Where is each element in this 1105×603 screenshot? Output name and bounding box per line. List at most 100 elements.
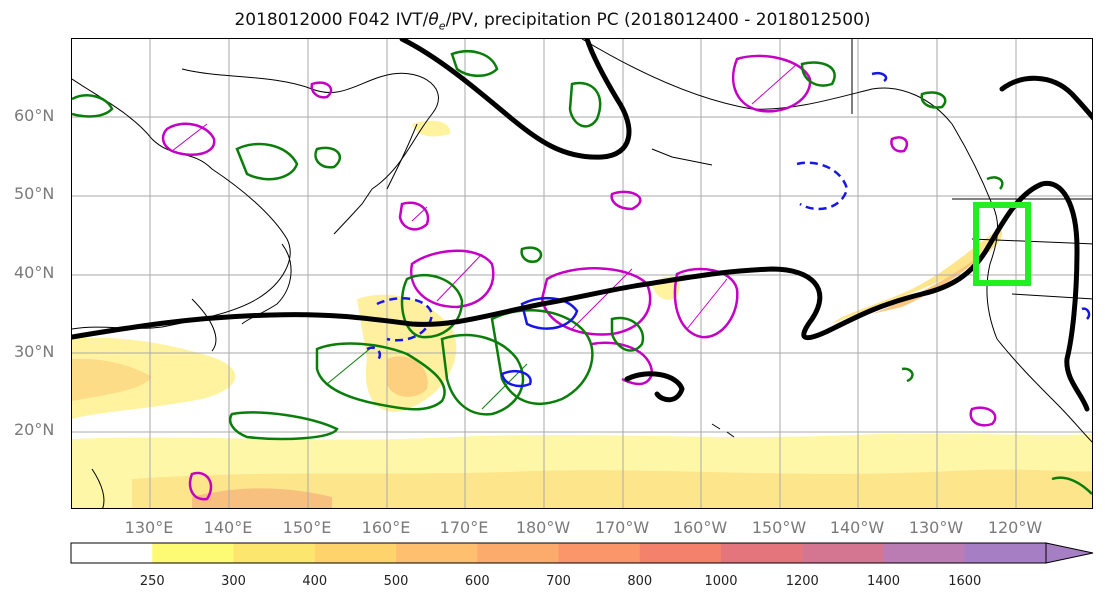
colorbar-tick-label: 700	[546, 574, 571, 589]
ivt-band-south-peak	[192, 488, 332, 508]
pv-blob-5	[673, 267, 739, 339]
coast-kamchatka	[386, 123, 418, 190]
pv-blob-2	[731, 54, 812, 113]
colorbar-segment	[152, 543, 234, 563]
coast-aleutians	[651, 148, 713, 166]
title-sub: e	[438, 19, 446, 33]
lon-label: 160°E	[361, 518, 411, 537]
colorbar-tick-label: 500	[383, 574, 409, 589]
colorbar-tick-label: 300	[221, 574, 246, 589]
target-region-box	[973, 202, 1031, 286]
colorbar-segment	[802, 543, 884, 563]
lon-label: 140°E	[203, 518, 253, 537]
pv-blob-4	[540, 267, 652, 336]
pv-blob-1	[161, 122, 216, 156]
coastlines	[72, 39, 1092, 508]
title-theta: θ	[428, 10, 439, 30]
precip-neg-4	[796, 161, 849, 211]
lon-label: 150°W	[751, 518, 807, 537]
coast-kuril	[333, 188, 373, 235]
lon-label: 140°W	[829, 518, 885, 537]
coast-mexico	[996, 338, 1092, 443]
lat-label: 40°N	[14, 263, 55, 282]
precip-pos-8	[235, 142, 299, 181]
precip-neg-5	[366, 346, 382, 362]
ivt-small-1	[412, 120, 451, 137]
map-canvas	[72, 39, 1092, 508]
precip-pos-5	[610, 316, 645, 352]
precip-neg-1	[520, 296, 579, 330]
precip-pos-9	[800, 61, 836, 87]
colorbar-segment	[233, 543, 316, 563]
precip-neg-3	[376, 297, 434, 342]
lon-label: 170°W	[594, 518, 650, 537]
ivt-band-south-core	[132, 469, 1092, 508]
precip-pos-11	[568, 81, 602, 128]
pv-hatching	[171, 63, 798, 330]
theta-e-north	[399, 39, 632, 160]
colorbar-segment	[477, 543, 559, 563]
colorbar-segment	[71, 543, 153, 563]
pv-blob-10	[969, 406, 997, 427]
theta-e-loop	[624, 371, 685, 403]
lon-label: 160°W	[672, 518, 728, 537]
title-suffix: /PV, precipitation PC (2018012400 - 2018…	[445, 10, 871, 30]
pv-blob-12	[890, 136, 909, 153]
colorbar-segment	[396, 543, 478, 563]
ivt-ar-plume	[832, 229, 1003, 324]
pv-blob-11	[188, 471, 213, 501]
precip-pos-3	[490, 309, 594, 405]
precip-pos-10	[72, 94, 114, 118]
coast-korea	[191, 298, 217, 352]
graticule	[72, 39, 1092, 508]
precip-pos-16	[986, 176, 1004, 190]
colorbar-segment	[639, 543, 722, 563]
coast-siberia	[181, 68, 439, 190]
precip-negative-contours	[366, 72, 1091, 388]
precip-pos-2	[440, 333, 525, 416]
coast-japan	[241, 243, 292, 325]
pv-contours	[161, 54, 997, 501]
colorbar-tick-label: 1400	[866, 574, 901, 589]
figure-title: 2018012000 F042 IVT/θe/PV, precipitation…	[0, 10, 1105, 32]
precip-neg-2	[500, 369, 532, 388]
precip-pos-14	[520, 246, 543, 263]
coast-asia	[72, 78, 291, 330]
colorbar-segment	[883, 543, 966, 563]
lon-label: 180°W	[515, 518, 571, 537]
precip-pos-13	[1051, 476, 1092, 495]
colorbar-extend-arrow	[1045, 542, 1094, 564]
lon-label: 130°W	[908, 518, 964, 537]
precip-pos-17	[901, 367, 914, 383]
colorbar-tick-label: 1000	[704, 574, 738, 589]
colorbar-segment	[964, 543, 1047, 563]
theta-e-ne	[999, 75, 1092, 121]
precip-pos-12	[314, 146, 341, 169]
theta-e-contours	[72, 39, 1092, 412]
ivt-west-blob	[72, 337, 236, 419]
theta-e-main	[72, 180, 1090, 412]
map-panel	[71, 38, 1093, 509]
precip-pos-6	[228, 411, 339, 441]
colorbar-tick-label: 800	[627, 574, 653, 589]
lon-label: 150°E	[282, 518, 332, 537]
precip-neg-7	[1081, 307, 1091, 320]
colorbar-segment	[558, 543, 641, 563]
colorbar-tick-label: 600	[464, 574, 490, 589]
colorbar-segment	[314, 543, 397, 563]
title-prefix: 2018012000 F042 IVT/	[234, 10, 429, 30]
lon-label: 170°E	[439, 518, 489, 537]
pv-blob-8	[310, 81, 333, 99]
precip-neg-6	[871, 72, 888, 83]
precip-positive-contours	[72, 50, 1092, 495]
precip-pos-1	[315, 342, 446, 411]
ivt-west-core	[72, 358, 152, 401]
colorbar-tick-label: 1600	[948, 574, 982, 589]
colorbar-segment	[721, 543, 803, 563]
lat-label: 20°N	[14, 420, 55, 439]
pv-blob-6	[398, 201, 430, 231]
lon-label: 120°W	[987, 518, 1043, 537]
precip-pos-7	[450, 50, 499, 77]
ivt-shading	[72, 120, 1092, 508]
lon-label: 130°E	[124, 518, 174, 537]
